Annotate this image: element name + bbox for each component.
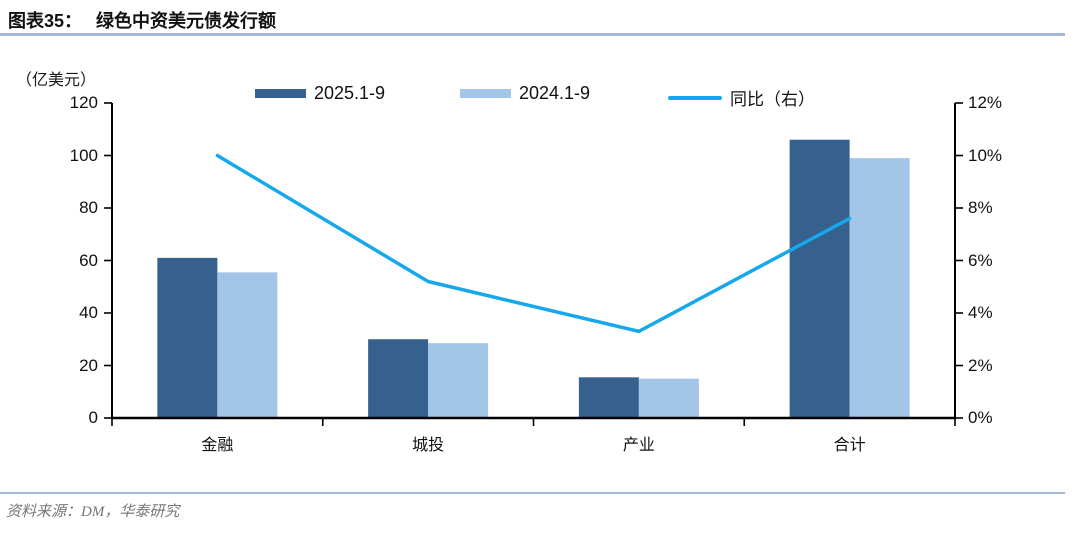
- x-category-label: 合计: [833, 437, 866, 454]
- x-category-label: 产业: [622, 437, 655, 454]
- legend-item-yoy: 同比（右）: [668, 85, 815, 110]
- legend-swatch-2025: [255, 89, 306, 98]
- y-axis-unit-label: （亿美元）: [16, 72, 97, 89]
- y-left-tick-label: 120: [69, 93, 98, 112]
- bar-2025.1-9-城投: [368, 339, 429, 418]
- footer-divider: [0, 492, 1065, 494]
- bar-2025.1-9-产业: [578, 377, 639, 418]
- bar-2024.1-9-金融: [217, 272, 278, 418]
- legend-line-swatch-yoy: [668, 95, 722, 100]
- y-right-tick-label: 4%: [968, 303, 993, 322]
- y-left-tick-label: 0: [88, 408, 98, 427]
- x-category-label: 金融: [201, 437, 234, 454]
- y-left-tick-label: 40: [79, 303, 98, 322]
- chart-canvas: [104, 102, 963, 426]
- y-right-tick-label: 10%: [968, 145, 1003, 165]
- figure-header: 图表35： 绿色中资美元债发行额: [8, 7, 276, 33]
- bar-2024.1-9-城投: [428, 343, 489, 418]
- legend-label-yoy: 同比（右）: [730, 90, 815, 109]
- legend-item-2024: 2024.1-9: [460, 83, 590, 104]
- header-divider: [0, 33, 1065, 36]
- bar-2024.1-9-产业: [638, 378, 699, 418]
- legend-label-2024: 2024.1-9: [519, 83, 591, 103]
- figure-number-label: 图表35：: [8, 11, 83, 31]
- legend-swatch-2024: [460, 89, 511, 98]
- y-left-tick-label: 20: [79, 355, 98, 375]
- yoy-line: [215, 153, 852, 334]
- y-right-tick-label: 2%: [968, 355, 993, 375]
- bar-2024.1-9-合计: [849, 158, 910, 418]
- x-category-label: 城投: [412, 437, 445, 454]
- y-left-tick-label: 60: [79, 250, 98, 270]
- y-right-tick-label: 12%: [968, 93, 1003, 112]
- y-left-tick-label: 80: [79, 198, 98, 217]
- y-right-tick-label: 0%: [968, 408, 993, 427]
- source-note: 资料来源：DM，华泰研究: [6, 504, 180, 520]
- y-right-tick-label: 6%: [968, 250, 993, 270]
- bar-2025.1-9-金融: [157, 257, 218, 418]
- bar-2025.1-9-合计: [789, 139, 850, 418]
- legend-item-2025: 2025.1-9: [255, 83, 385, 104]
- y-left-tick-label: 100: [69, 145, 98, 165]
- legend-label-2025: 2025.1-9: [314, 83, 386, 103]
- y-right-tick-label: 8%: [968, 198, 993, 217]
- figure-title: 绿色中资美元债发行额: [96, 11, 277, 31]
